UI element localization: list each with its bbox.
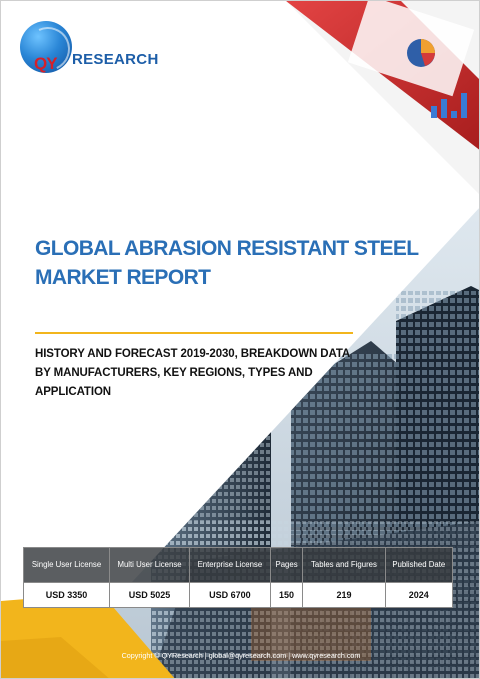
single-user-price: USD 3350 bbox=[23, 582, 110, 608]
pages-count: 150 bbox=[269, 582, 304, 608]
header-single-user-license: Single User License bbox=[23, 547, 110, 583]
top-corner-photo bbox=[286, 1, 479, 196]
report-subtitle: HISTORY AND FORECAST 2019-2030, BREAKDOW… bbox=[35, 348, 350, 398]
tables-figures-count: 219 bbox=[302, 582, 386, 608]
license-info-table: Single User License Multi User License E… bbox=[23, 547, 454, 608]
globe-logo-icon bbox=[20, 21, 72, 73]
header-multi-user-license: Multi User License bbox=[108, 547, 191, 583]
table-row: USD 3350 USD 5025 USD 6700 150 219 2024 bbox=[23, 582, 454, 608]
multi-user-price: USD 5025 bbox=[108, 582, 191, 608]
published-date: 2024 bbox=[384, 582, 454, 608]
table-header-row: Single User License Multi User License E… bbox=[23, 547, 454, 583]
copyright-footer: Copyright © QYResearch | global@qyresear… bbox=[121, 651, 361, 660]
logo-mark: QY bbox=[34, 54, 58, 73]
title-divider bbox=[35, 332, 353, 334]
header-enterprise-license: Enterprise License bbox=[189, 547, 271, 583]
qyresearch-logo[interactable]: QY RESEARCH bbox=[20, 21, 170, 73]
header-pages: Pages bbox=[269, 547, 304, 583]
header-published-date: Published Date bbox=[384, 547, 454, 583]
logo-name: RESEARCH bbox=[72, 51, 159, 68]
header-tables-and-figures: Tables and Figures bbox=[302, 547, 386, 583]
report-title: GLOBAL ABRASION RESISTANT STEEL MARKET R… bbox=[35, 237, 419, 289]
enterprise-price: USD 6700 bbox=[189, 582, 271, 608]
